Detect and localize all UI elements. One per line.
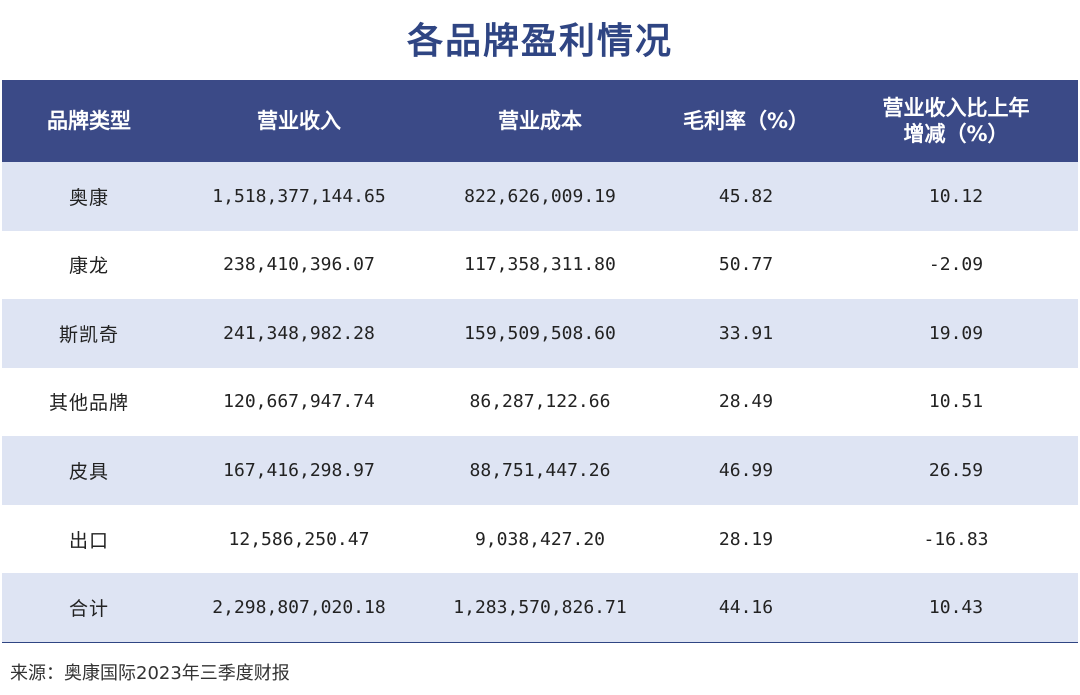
table-row: 奥康 1,518,377,144.65 822,626,009.19 45.82… [2, 162, 1078, 231]
table-row: 其他品牌 120,667,947.74 86,287,122.66 28.49 … [2, 368, 1078, 437]
cell-cost: 159,509,508.60 [464, 322, 616, 344]
cell-change: 10.12 [928, 185, 984, 207]
table-row: 斯凯奇 241,348,982.28 159,509,508.60 33.91 … [2, 299, 1078, 368]
cell-change: -2.09 [928, 254, 984, 276]
page-title: 各品牌盈利情况 [406, 21, 673, 62]
header-gross-margin: 毛利率（%） [682, 109, 810, 133]
source-note: 来源：奥康国际2023年三季度财报 [10, 663, 290, 684]
cell-brand: 奥康 [68, 186, 109, 209]
cell-brand: 出口 [68, 529, 109, 552]
cell-brand: 其他品牌 [48, 392, 129, 415]
cell-cost: 117,358,311.80 [464, 254, 616, 276]
table-row: 皮具 167,416,298.97 88,751,447.26 46.99 26… [2, 436, 1078, 505]
cell-cost: 86,287,122.66 [469, 391, 611, 413]
cell-revenue: 241,348,982.28 [223, 322, 375, 344]
cell-margin: 46.99 [718, 460, 774, 482]
profit-table: 品牌类型 营业收入 营业成本 毛利率（%） 营业收入比上年 增减（%） 奥康 1… [2, 80, 1078, 643]
cell-change: 19.09 [928, 322, 984, 344]
cell-cost: 822,626,009.19 [464, 185, 616, 207]
cell-margin: 50.77 [718, 254, 774, 276]
cell-change: 26.59 [928, 460, 984, 482]
cell-cost: 9,038,427.20 [474, 528, 606, 550]
cell-margin: 28.19 [718, 528, 774, 550]
cell-margin: 33.91 [718, 322, 774, 344]
table-header: 品牌类型 营业收入 营业成本 毛利率（%） 营业收入比上年 增减（%） [2, 80, 1078, 162]
cell-cost: 88,751,447.26 [469, 460, 611, 482]
header-revenue: 营业收入 [257, 109, 341, 133]
table-row: 康龙 238,410,396.07 117,358,311.80 50.77 -… [2, 231, 1078, 300]
cell-revenue: 12,586,250.47 [228, 528, 370, 550]
cell-margin: 28.49 [718, 391, 774, 413]
header-revenue-change: 营业收入比上年 增减（%） [882, 96, 1030, 146]
cell-brand: 康龙 [68, 255, 109, 278]
cell-margin: 45.82 [718, 185, 774, 207]
cell-brand: 皮具 [68, 461, 109, 484]
cell-change: 10.43 [928, 597, 984, 619]
table-row-total: 合计 2,298,807,020.18 1,283,570,826.71 44.… [2, 573, 1078, 642]
header-brand-type: 品牌类型 [47, 109, 131, 133]
cell-revenue: 120,667,947.74 [223, 391, 375, 413]
cell-change: -16.83 [923, 528, 989, 550]
cell-brand: 合计 [68, 598, 109, 621]
cell-brand: 斯凯奇 [58, 323, 119, 346]
cell-margin: 44.16 [718, 597, 774, 619]
cell-cost: 1,283,570,826.71 [453, 597, 627, 619]
header-cost: 营业成本 [498, 109, 582, 133]
cell-revenue: 2,298,807,020.18 [212, 597, 386, 619]
cell-revenue: 238,410,396.07 [223, 254, 375, 276]
cell-revenue: 1,518,377,144.65 [212, 185, 386, 207]
table-row: 出口 12,586,250.47 9,038,427.20 28.19 -16.… [2, 505, 1078, 574]
cell-revenue: 167,416,298.97 [223, 460, 375, 482]
cell-change: 10.51 [928, 391, 984, 413]
